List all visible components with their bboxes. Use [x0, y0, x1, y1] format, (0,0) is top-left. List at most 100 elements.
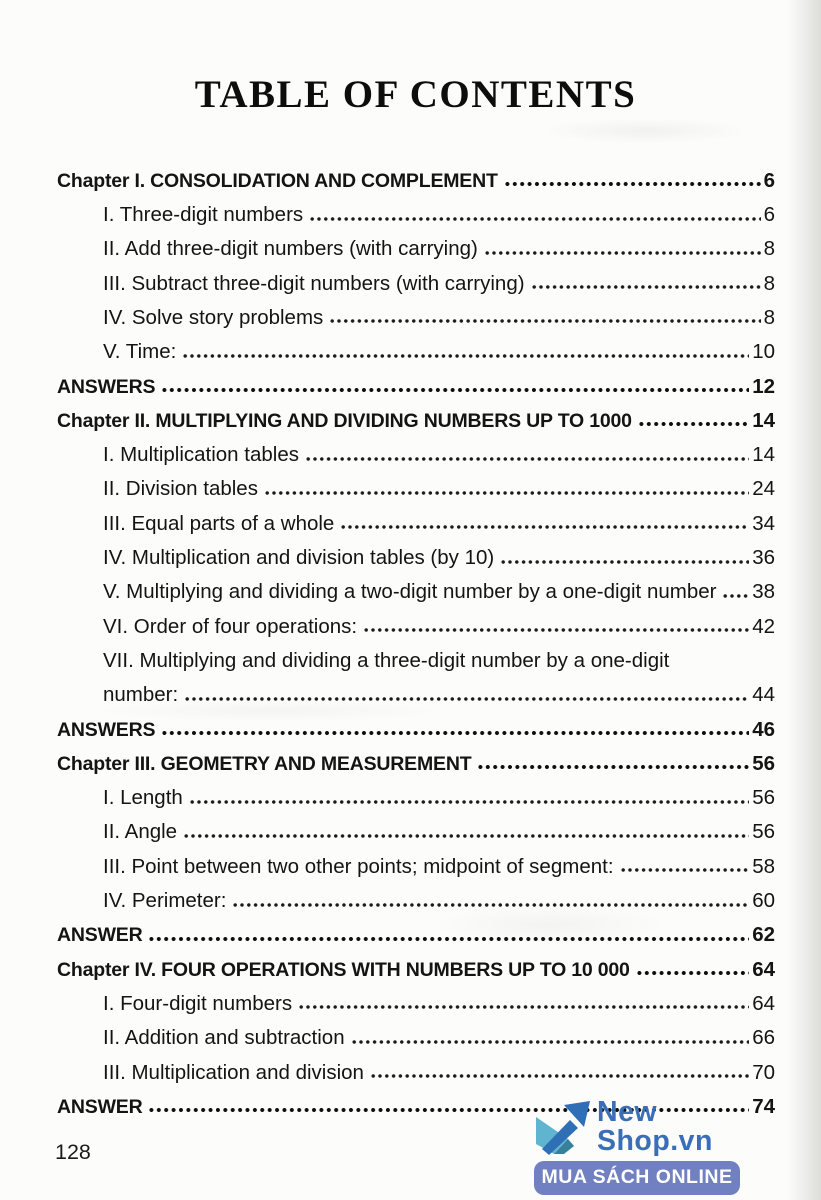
brand-name: New Shop.vn: [597, 1096, 713, 1157]
toc-page-number: 6: [763, 203, 775, 226]
toc-dot-leader: [484, 249, 761, 256]
toc-entry-label: II. Angle: [103, 820, 178, 843]
toc-page-number: 14: [752, 443, 775, 466]
toc-page-number: 56: [752, 786, 775, 809]
toc-page-number: 36: [752, 546, 775, 569]
toc-dot-leader: [233, 901, 750, 908]
toc-page-number: 10: [752, 340, 775, 363]
toc-entry-label: number:: [103, 683, 179, 706]
toc-entry-label: ANSWERS: [57, 718, 156, 741]
toc-row: ANSWERS 12: [57, 363, 775, 398]
toc-row: Chapter I. CONSOLIDATION AND COMPLEMENT …: [57, 157, 775, 192]
toc-dot-leader: [478, 764, 750, 771]
toc-entry-label: Chapter III. GEOMETRY AND MEASUREMENT: [57, 752, 472, 775]
toc-row: Chapter IV. FOUR OPERATIONS WITH NUMBERS…: [57, 946, 775, 981]
toc-page-number: 6: [763, 168, 775, 192]
toc-dot-leader: [149, 935, 750, 942]
toc-dot-leader: [501, 558, 750, 565]
toc-dot-leader: [723, 592, 750, 599]
toc-entry-label: Chapter II. MULTIPLYING AND DIVIDING NUM…: [57, 409, 632, 432]
toc-dot-leader: [310, 215, 761, 222]
newshop-watermark: New Shop.vn MUA SÁCH ONLINE: [534, 1098, 746, 1195]
toc-row: ANSWER 74: [57, 1083, 775, 1118]
toc-dot-leader: [305, 455, 750, 462]
toc-entry-label: I. Three-digit numbers: [103, 203, 304, 226]
toc-page-number: 42: [752, 614, 775, 638]
toc-row: I. Length 56: [57, 774, 775, 808]
toc-dot-leader: [264, 489, 750, 496]
toc-entry-label: II. Addition and subtraction: [103, 1026, 345, 1049]
toc-row: III. Multiplication and division 70: [57, 1049, 775, 1083]
toc-list: Chapter I. CONSOLIDATION AND COMPLEMENT …: [0, 157, 821, 1118]
toc-entry-label: ANSWER: [57, 924, 143, 946]
toc-entry-label: I. Multiplication tables: [103, 443, 299, 466]
toc-entry-label: II. Add three-digit numbers (with carryi…: [103, 237, 478, 260]
toc-row: III. Point between two other points; mid…: [57, 843, 775, 877]
toc-page-number: 46: [752, 717, 775, 741]
toc-page-number: 74: [752, 1094, 775, 1118]
toc-dot-leader: [162, 730, 750, 737]
toc-page-number: 38: [752, 580, 775, 603]
toc-page-number: 8: [763, 305, 775, 329]
toc-page-number: 8: [763, 237, 775, 260]
page-title: TABLE OF CONTENTS: [194, 73, 637, 116]
toc-row: V. Multiplying and dividing a two-digit …: [57, 569, 775, 603]
toc-entry-label: III. Equal parts of a whole: [103, 511, 335, 535]
toc-dot-leader: [189, 798, 750, 805]
toc-dot-leader: [299, 1004, 750, 1011]
toc-entry-label: Chapter I. CONSOLIDATION AND COMPLEMENT: [57, 169, 498, 192]
toc-page-number: 60: [752, 889, 775, 912]
toc-entry-label: III. Point between two other points; mid…: [103, 854, 614, 878]
toc-dot-leader: [341, 524, 750, 531]
toc-dot-leader: [370, 1073, 750, 1080]
toc-row: I. Multiplication tables 14: [57, 431, 775, 465]
toc-entry-label: V. Multiplying and dividing a two-digit …: [103, 580, 717, 603]
toc-dot-leader: [620, 867, 750, 874]
toc-page-number: 56: [752, 751, 775, 775]
brand-row: New Shop.vn: [534, 1098, 746, 1161]
toc-dot-leader: [184, 832, 750, 839]
toc-page-number: 70: [752, 1060, 775, 1084]
toc-row: II. Addition and subtraction 66: [57, 1014, 775, 1048]
toc-dot-leader: [330, 318, 761, 325]
toc-page-number: 64: [752, 957, 775, 981]
toc-row: V. Time: 10: [57, 328, 775, 362]
toc-entry-label: III. Subtract three-digit numbers (with …: [103, 271, 525, 295]
toc-row: Chapter III. GEOMETRY AND MEASUREMENT 56: [57, 740, 775, 775]
toc-page-number: 14: [752, 408, 775, 432]
toc-dot-leader: [636, 970, 750, 977]
toc-dot-leader: [351, 1038, 750, 1045]
toc-page-number: 58: [752, 854, 775, 878]
toc-row: I. Four-digit numbers 64: [57, 980, 775, 1014]
toc-row: III. Equal parts of a whole 34: [57, 500, 775, 534]
toc-dot-leader: [531, 284, 761, 291]
toc-row: VII. Multiplying and dividing a three-di…: [57, 637, 775, 671]
toc-dot-leader: [504, 181, 761, 188]
toc-row: III. Subtract three-digit numbers (with …: [57, 260, 775, 294]
toc-entry-label: ANSWER: [57, 1095, 143, 1118]
toc-dot-leader: [638, 421, 750, 428]
toc-entry-label: VII. Multiplying and dividing a three-di…: [103, 648, 670, 672]
tagline-badge: MUA SÁCH ONLINE: [534, 1161, 740, 1195]
book-page-number: 128: [55, 1140, 91, 1164]
toc-row: II. Division tables 24: [57, 466, 775, 500]
toc-page-number: 66: [752, 1026, 775, 1049]
toc-entry-label: IV. Perimeter:: [103, 889, 227, 912]
toc-row: II. Angle 56: [57, 809, 775, 843]
toc-dot-leader: [149, 1107, 750, 1114]
toc-page-number: 64: [752, 991, 775, 1015]
toc-row: number: 44: [57, 671, 775, 705]
toc-page-number: 24: [752, 477, 775, 500]
toc-row: ANSWER 62: [57, 912, 775, 946]
toc-page-number: 56: [752, 820, 775, 843]
toc-page-number: 62: [752, 923, 775, 946]
toc-entry-label: ANSWERS: [57, 375, 156, 398]
toc-dot-leader: [185, 695, 750, 702]
toc-row: Chapter II. MULTIPLYING AND DIVIDING NUM…: [57, 397, 775, 432]
toc-row: ANSWERS 46: [57, 706, 775, 741]
toc-entry-label: I. Four-digit numbers: [103, 991, 293, 1015]
toc-row: IV. Perimeter: 60: [57, 877, 775, 911]
toc-row: II. Add three-digit numbers (with carryi…: [57, 226, 775, 260]
toc-entry-label: IV. Solve story problems: [103, 305, 324, 329]
